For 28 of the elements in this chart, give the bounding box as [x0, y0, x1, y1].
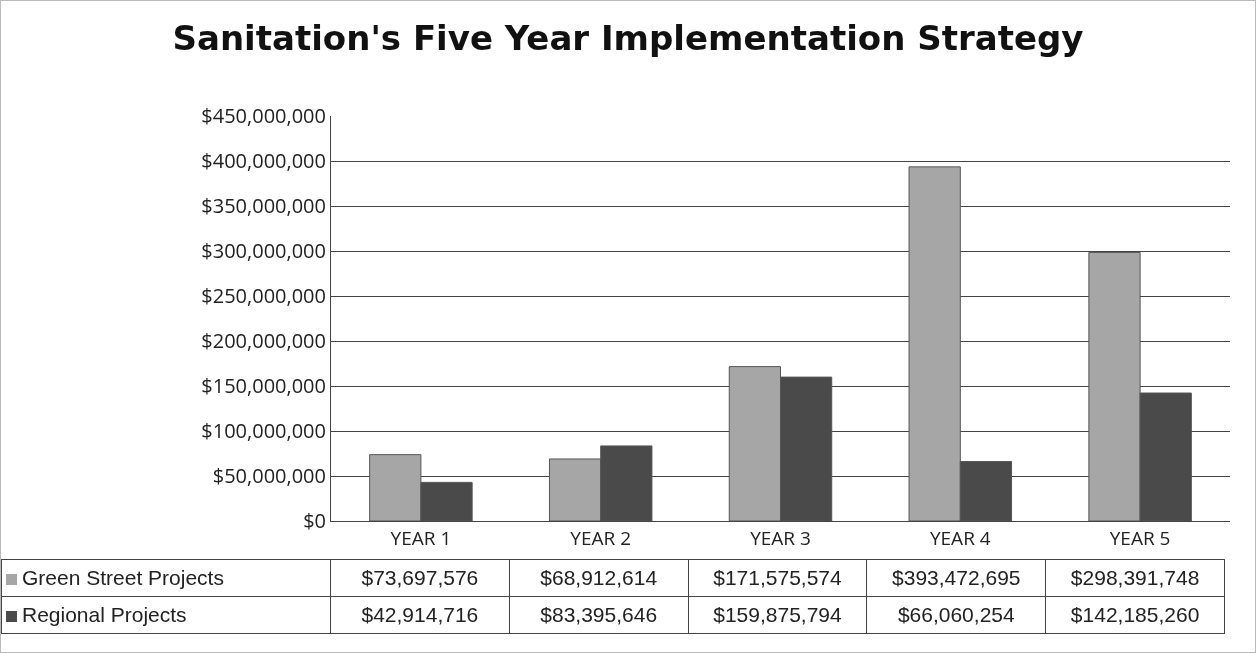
y-tick-label: $300,000,000	[201, 237, 326, 264]
data-label: $83,395,646	[509, 596, 689, 634]
x-tick-label: YEAR 5	[1109, 524, 1171, 551]
x-tick-label: YEAR 1	[390, 524, 452, 551]
y-tick-label: $200,000,000	[201, 327, 326, 354]
legend-label: Green Street Projects	[22, 566, 224, 589]
y-tick-label: $0	[303, 507, 326, 534]
y-tick-label: $250,000,000	[201, 282, 326, 309]
y-tick-label: $400,000,000	[201, 147, 326, 174]
y-tick-label: $150,000,000	[201, 372, 326, 399]
data-label: $66,060,254	[866, 596, 1046, 634]
y-tick-label: $450,000,000	[201, 102, 326, 129]
y-tick-label: $50,000,000	[212, 462, 326, 489]
chart-title: Sanitation's Five Year Implementation Strategy	[172, 18, 1084, 58]
data-label: $142,185,260	[1045, 596, 1225, 634]
data-label: $393,472,695	[866, 559, 1046, 597]
data-label: $73,697,576	[330, 559, 510, 597]
x-tick-label: YEAR 3	[750, 524, 811, 551]
x-tick-label: YEAR 2	[570, 524, 632, 551]
data-label: $298,391,748	[1045, 559, 1225, 597]
data-label: $42,914,716	[330, 596, 510, 634]
legend-label: Regional Projects	[22, 603, 187, 626]
data-label: $159,875,794	[688, 596, 867, 634]
y-tick-label: $100,000,000	[201, 417, 326, 444]
x-tick-label: YEAR 4	[929, 524, 991, 551]
data-label: $171,575,574	[688, 559, 867, 597]
data-label: $68,912,614	[509, 559, 689, 597]
y-tick-label: $350,000,000	[201, 192, 326, 219]
